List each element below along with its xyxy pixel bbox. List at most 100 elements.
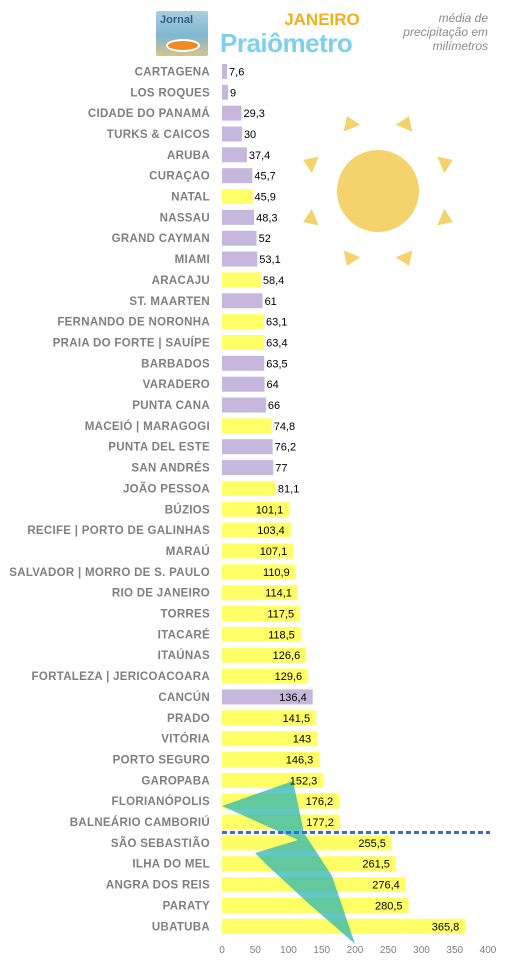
category-label: JOÃO PESSOA [123, 482, 210, 495]
value-label: 276,4 [372, 880, 400, 892]
category-label: SALVADOR | MORRO DE S. PAULO [9, 567, 210, 579]
bar [222, 376, 265, 392]
bar [222, 251, 258, 267]
category-label: MACEIÓ | MARAGOGI [85, 420, 210, 433]
sun-ray [395, 250, 413, 266]
bar [222, 334, 265, 350]
category-label: TORRES [160, 609, 210, 621]
overlay-group [222, 781, 490, 944]
bar [222, 460, 274, 476]
category-label: FLORIANÓPOLIS [112, 795, 210, 808]
value-label: 7,6 [229, 66, 244, 78]
sun-ray [343, 116, 361, 132]
value-label: 280,5 [375, 900, 403, 912]
value-label: 146,3 [286, 754, 314, 766]
brand-title: Praiômetro [220, 28, 353, 58]
bar [222, 564, 296, 580]
category-label: PUNTA DEL ESTE [108, 442, 210, 454]
x-tick-label: 300 [413, 945, 430, 956]
x-tick-label: 200 [347, 945, 364, 956]
value-label: 52 [259, 233, 271, 245]
bar [222, 585, 298, 601]
category-label: CARTAGENA [135, 66, 210, 78]
bar [222, 647, 307, 663]
sun-ray [343, 250, 361, 266]
category-label: PUNTA CANA [132, 400, 210, 412]
bar [222, 272, 261, 288]
value-label: 48,3 [256, 212, 277, 224]
value-label: 118,5 [268, 629, 295, 641]
bar [222, 439, 273, 455]
category-label: TURKS & CAICOS [107, 129, 210, 141]
value-label: 107,1 [260, 546, 288, 558]
category-label: UBATUBA [152, 921, 210, 933]
bar [222, 689, 313, 705]
value-label: 177,2 [306, 817, 334, 829]
category-label: CURAÇAO [149, 171, 210, 183]
category-label: SÃO SEBASTIÃO [111, 837, 210, 850]
category-label: PARATY [163, 900, 210, 912]
bar [222, 84, 228, 100]
category-label: PORTO SEGURO [113, 754, 210, 766]
sun-disc [337, 150, 419, 232]
category-label: RECIFE | PORTO DE GALINHAS [27, 525, 210, 537]
value-label: 101,1 [256, 504, 284, 516]
bar [222, 63, 228, 79]
bar [222, 397, 266, 413]
category-label: ARUBA [167, 150, 210, 162]
bar [222, 147, 247, 163]
chart-title: JANEIRO [284, 10, 360, 29]
sun-ray [303, 156, 319, 174]
category-label: ST. MAARTEN [129, 296, 210, 308]
value-label: 77 [275, 463, 287, 475]
value-label: 141,5 [283, 713, 311, 725]
value-label: 126,6 [273, 650, 301, 662]
category-label: NASSAU [160, 212, 210, 224]
category-label: VITÓRIA [161, 733, 210, 746]
lightning-icon [222, 781, 355, 944]
value-label: 63,5 [266, 358, 287, 370]
bar [222, 522, 291, 538]
category-label: ANGRA DOS REIS [106, 880, 210, 892]
bar [222, 668, 309, 684]
sun-ray [437, 156, 453, 174]
bar [222, 731, 318, 747]
bar [222, 355, 265, 371]
value-label: 58,4 [263, 275, 284, 287]
x-tick-label: 50 [250, 945, 262, 956]
sun-ray [395, 116, 413, 132]
value-label: 117,5 [267, 609, 294, 621]
category-label: CANCÚN [158, 691, 210, 704]
value-label: 74,8 [274, 421, 295, 433]
bar [222, 710, 317, 726]
category-label: RIO DE JANEIRO [112, 588, 210, 600]
value-label: 110,9 [263, 567, 290, 579]
value-label: 45,9 [255, 192, 276, 204]
value-label: 53,1 [259, 254, 280, 266]
value-label: 30 [244, 129, 256, 141]
x-tick-label: 400 [480, 945, 497, 956]
value-label: 76,2 [275, 442, 296, 454]
sun-ray [303, 208, 319, 226]
bar [222, 314, 264, 330]
category-label: ITAÚNAS [158, 649, 210, 662]
x-tick-label: 250 [380, 945, 397, 956]
category-label: NATAL [171, 192, 210, 204]
category-label: CIDADE DO PANAMÁ [88, 107, 210, 120]
x-tick-label: 350 [446, 945, 463, 956]
bar [222, 168, 253, 184]
category-label: FERNANDO DE NORONHA [57, 317, 210, 329]
bar [222, 626, 301, 642]
value-label: 29,3 [243, 108, 264, 120]
value-label: 63,4 [266, 337, 287, 349]
value-label: 152,3 [290, 775, 318, 787]
bar [222, 293, 263, 309]
value-label: 103,4 [257, 525, 285, 537]
category-label: BALNEÁRIO CAMBORIÚ [70, 816, 210, 829]
bar [222, 230, 257, 246]
sun-ray [437, 208, 453, 226]
value-label: 365,8 [432, 921, 460, 933]
x-tick-label: 0 [219, 945, 225, 956]
category-label: ITACARÉ [158, 628, 210, 641]
category-label: BÚZIOS [165, 503, 210, 516]
